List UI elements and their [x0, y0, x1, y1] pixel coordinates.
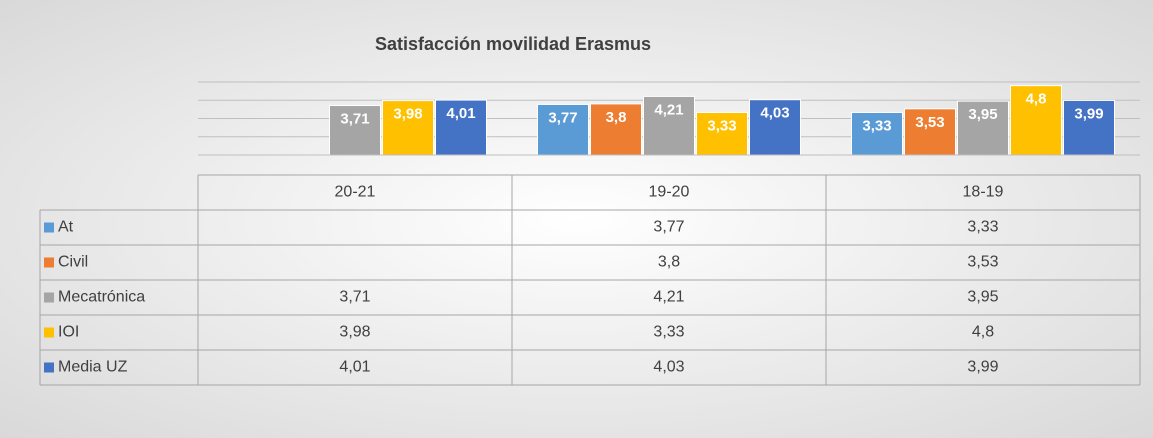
legend-label: IOI [58, 324, 79, 341]
legend-swatch [44, 362, 54, 373]
x-tick-label: 19-20 [649, 184, 690, 201]
data-label: 4,8 [1026, 91, 1047, 108]
bar [537, 103, 589, 156]
data-label: 3,8 [606, 109, 627, 126]
table-value: 3,53 [967, 254, 998, 271]
table-value: 3,95 [967, 289, 998, 306]
bar [382, 100, 434, 156]
legend-swatch [44, 222, 54, 233]
legend-swatch [44, 327, 54, 338]
table-value: 3,71 [339, 289, 370, 306]
bar [435, 99, 487, 156]
legend-label: Civil [58, 254, 88, 271]
table-value: 3,8 [658, 254, 680, 271]
data-label: 3,98 [393, 106, 422, 123]
table-value: 3,33 [653, 324, 684, 341]
bar [749, 99, 801, 156]
bar [904, 108, 956, 156]
legend-swatch [44, 292, 54, 303]
legend-label: At [58, 219, 74, 236]
bar [957, 100, 1009, 156]
data-label: 3,33 [862, 117, 891, 134]
table-value: 3,99 [967, 359, 998, 376]
bar [329, 105, 381, 156]
legend-label: Mecatrónica [58, 289, 145, 306]
legend-swatch [44, 257, 54, 268]
legend-label: Media UZ [58, 359, 128, 376]
data-label: 3,95 [968, 106, 997, 123]
data-label: 3,71 [340, 111, 369, 128]
bar [643, 95, 695, 156]
table-value: 4,8 [972, 324, 994, 341]
table-value: 4,21 [653, 289, 684, 306]
table-value: 4,01 [339, 359, 370, 376]
bar [590, 103, 642, 156]
data-label: 3,53 [915, 114, 944, 131]
table-value: 4,03 [653, 359, 684, 376]
table-value: 3,77 [653, 219, 684, 236]
data-label: 4,21 [654, 101, 683, 118]
x-tick-label: 20-21 [335, 184, 376, 201]
data-label: 4,01 [446, 105, 475, 122]
data-label: 3,33 [707, 117, 736, 134]
table-value: 3,33 [967, 219, 998, 236]
data-label: 3,77 [548, 109, 577, 126]
table-value: 3,98 [339, 324, 370, 341]
data-label: 4,03 [760, 105, 789, 122]
chart-title: Satisfacción movilidad Erasmus [375, 34, 651, 54]
data-label: 3,99 [1074, 105, 1103, 122]
bar [1010, 85, 1062, 156]
x-tick-label: 18-19 [963, 184, 1004, 201]
